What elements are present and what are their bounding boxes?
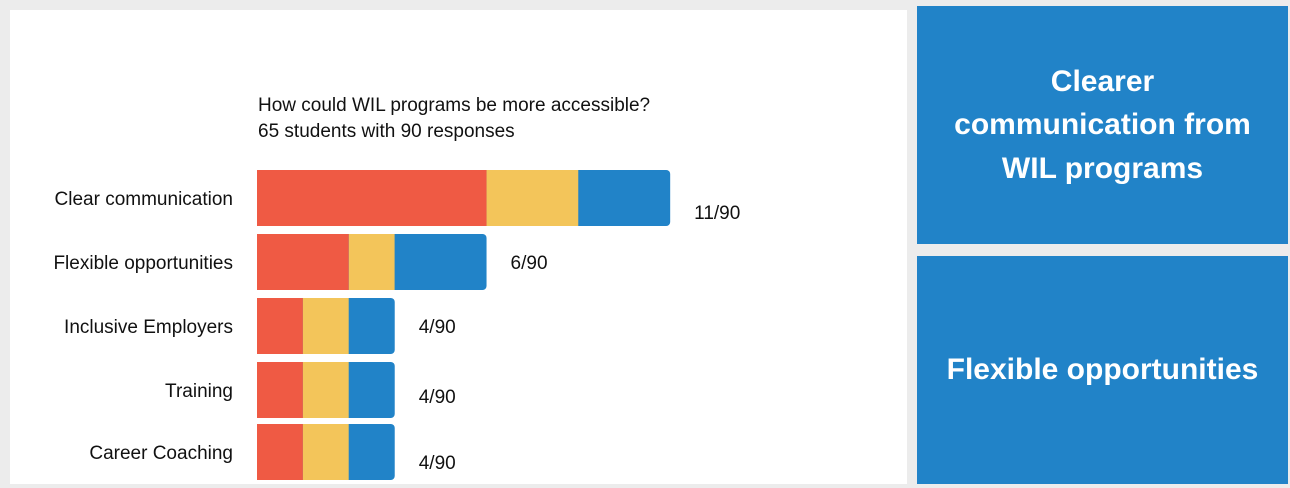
bar-segment bbox=[257, 170, 487, 226]
bar-segment bbox=[348, 298, 391, 354]
category-label: Flexible opportunities bbox=[53, 253, 233, 274]
category-label: Clear communication bbox=[55, 189, 233, 210]
value-label: 6/90 bbox=[511, 253, 548, 274]
value-label: 4/90 bbox=[419, 387, 456, 408]
value-label: 4/90 bbox=[419, 453, 456, 474]
bar-segment bbox=[302, 424, 349, 480]
bar-segment bbox=[257, 298, 303, 354]
stacked-bar-chart: How could WIL programs be more accessibl… bbox=[53, 95, 740, 480]
bar-segment bbox=[486, 170, 579, 226]
bar-segment bbox=[257, 424, 303, 480]
highlight-card-flexible: Flexible opportunities bbox=[917, 256, 1288, 484]
card-text: Clearer communication from WIL programs bbox=[954, 64, 1251, 185]
bar-segment bbox=[302, 298, 349, 354]
category-label: Training bbox=[165, 381, 233, 402]
category-label: Career Coaching bbox=[89, 443, 233, 464]
bar-segment bbox=[394, 234, 483, 290]
bar-segment bbox=[257, 362, 303, 418]
chart-subtitle: 65 students with 90 responses bbox=[258, 121, 515, 142]
bar-segment bbox=[302, 362, 349, 418]
bar-segment bbox=[257, 234, 349, 290]
bar-segment bbox=[348, 424, 391, 480]
category-label: Inclusive Employers bbox=[64, 317, 233, 338]
chart-title: How could WIL programs be more accessibl… bbox=[258, 95, 650, 116]
highlight-card-communication: Clearer communication from WIL programs bbox=[917, 6, 1288, 244]
value-label: 11/90 bbox=[694, 203, 740, 224]
chart-panel: How could WIL programs be more accessibl… bbox=[10, 10, 907, 484]
bars-layer: Clear communication 11/90 Flexible opportu… bbox=[53, 170, 740, 480]
bar-segment bbox=[348, 234, 395, 290]
bar-segment bbox=[578, 170, 667, 226]
value-label: 4/90 bbox=[419, 317, 456, 338]
bar-segment bbox=[348, 362, 391, 418]
card-text: Flexible opportunities bbox=[946, 353, 1259, 387]
